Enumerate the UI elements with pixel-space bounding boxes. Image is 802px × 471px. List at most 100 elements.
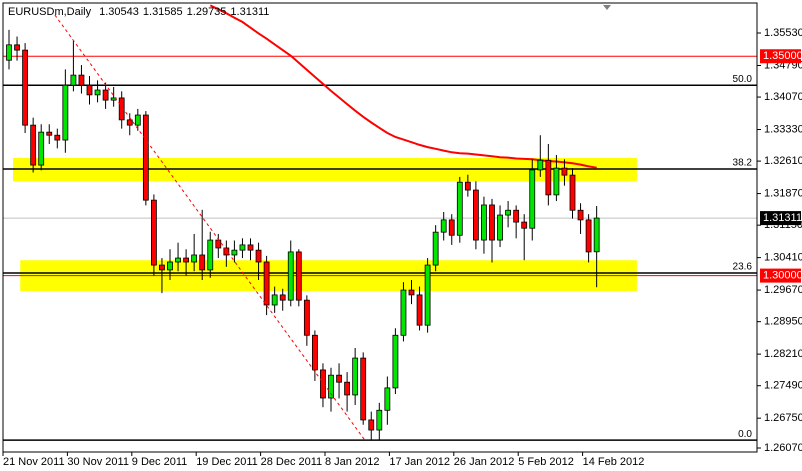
candle-body — [94, 89, 101, 96]
candle-body — [46, 131, 53, 136]
candle-body — [440, 219, 447, 233]
candle-body — [360, 357, 367, 421]
candle-body — [311, 334, 318, 371]
candle-body — [569, 174, 576, 211]
x-tick-label: 26 Jan 2012 — [454, 456, 515, 468]
candle-body — [464, 181, 471, 191]
candle-body — [263, 261, 270, 306]
candle-body — [472, 189, 479, 241]
y-tick-label: 1.34070 — [764, 91, 802, 103]
candle-body — [159, 264, 165, 271]
level-label: 1.35000 — [763, 50, 802, 62]
candle-body — [134, 114, 141, 126]
candle-body — [150, 199, 157, 266]
candle-body — [191, 254, 198, 263]
y-tick-label: 1.28950 — [764, 316, 802, 328]
candle-body — [14, 44, 20, 51]
y-tick-label: 1.28210 — [764, 348, 802, 360]
candle-body — [303, 299, 310, 336]
candle-body — [231, 249, 238, 256]
plot-border — [2, 2, 758, 453]
candle-body — [344, 381, 351, 396]
y-tick-label: 1.35530 — [764, 27, 802, 39]
header-close: 1.31311 — [230, 6, 269, 18]
candle-body — [30, 124, 37, 166]
candle-body — [521, 221, 528, 229]
y-tick-label: 1.27490 — [764, 380, 802, 392]
candle-body — [175, 257, 181, 263]
candle-body — [384, 387, 391, 411]
plot-layer — [3, 4, 757, 441]
header-open: 1.30543 — [99, 6, 139, 18]
candle-body — [529, 169, 536, 229]
candle-body — [489, 204, 495, 241]
x-tick-label: 17 Jan 2012 — [389, 456, 450, 468]
candle-body — [456, 181, 463, 236]
header-high: 1.31585 — [143, 6, 183, 18]
x-tick-label: 14 Feb 2012 — [583, 456, 645, 468]
candle-body — [448, 219, 455, 236]
candle-body — [432, 231, 439, 266]
candle-body — [86, 84, 93, 96]
candle-body — [287, 251, 294, 301]
current-price-label: 1.31311 — [763, 212, 802, 224]
candle-body — [481, 204, 487, 241]
y-tick-label: 1.32610 — [764, 155, 802, 167]
candle-body — [593, 217, 600, 253]
fib-label: 0.0 — [738, 429, 752, 440]
header-low: 1.29735 — [187, 6, 227, 18]
candle-body — [545, 159, 552, 196]
level-label: 1.30000 — [763, 270, 802, 282]
candle-body — [167, 261, 173, 271]
candle-body — [513, 209, 520, 223]
candle-body — [183, 257, 190, 263]
fib-label: 23.6 — [733, 262, 753, 273]
moving-average — [209, 4, 597, 169]
x-tick-label: 8 Jan 2012 — [325, 456, 379, 468]
candle-body — [271, 294, 278, 306]
candle-body — [223, 247, 230, 256]
candle-body — [561, 167, 568, 176]
trendline — [54, 14, 366, 441]
candle-body — [416, 294, 423, 326]
x-tick-label: 28 Dec 2011 — [261, 456, 323, 468]
candle-body — [78, 74, 85, 86]
candle-body — [577, 209, 584, 221]
candle-body — [38, 131, 45, 166]
candle-body — [239, 244, 246, 251]
candle-body — [199, 254, 206, 271]
fib-label: 50.0 — [733, 74, 753, 85]
current-price-box — [760, 211, 801, 226]
candle-body — [54, 134, 61, 141]
candle-body — [505, 209, 512, 216]
candle-body — [424, 264, 431, 326]
candle-body — [336, 374, 342, 383]
candle-body — [400, 289, 407, 336]
candle-body — [126, 119, 133, 126]
x-tick-label: 9 Dec 2011 — [132, 456, 187, 468]
shift-marker — [603, 5, 611, 10]
candle-body — [255, 249, 262, 263]
candle-body — [142, 114, 149, 201]
candle-body — [102, 89, 109, 101]
candle-body — [6, 44, 12, 61]
candle-body — [328, 374, 334, 399]
x-tick-label: 19 Dec 2011 — [196, 456, 258, 468]
candle-body — [295, 251, 302, 301]
x-tick-label: 21 Nov 2011 — [3, 456, 65, 468]
candle-body — [553, 167, 560, 196]
candle-body — [247, 244, 254, 251]
candle-body — [22, 49, 29, 126]
candle-body — [215, 239, 222, 249]
candle-body — [62, 84, 69, 141]
candle-body — [320, 369, 326, 399]
symbol: EURUSDm,Daily — [8, 6, 92, 18]
y-tick-label: 1.26750 — [764, 412, 802, 424]
candle-body — [368, 419, 375, 431]
candle-body — [279, 294, 286, 301]
candle-body — [376, 409, 383, 431]
y-tick-label: 1.26070 — [764, 442, 802, 454]
candle-body — [408, 289, 415, 296]
x-tick-label: 5 Feb 2012 — [518, 456, 574, 468]
